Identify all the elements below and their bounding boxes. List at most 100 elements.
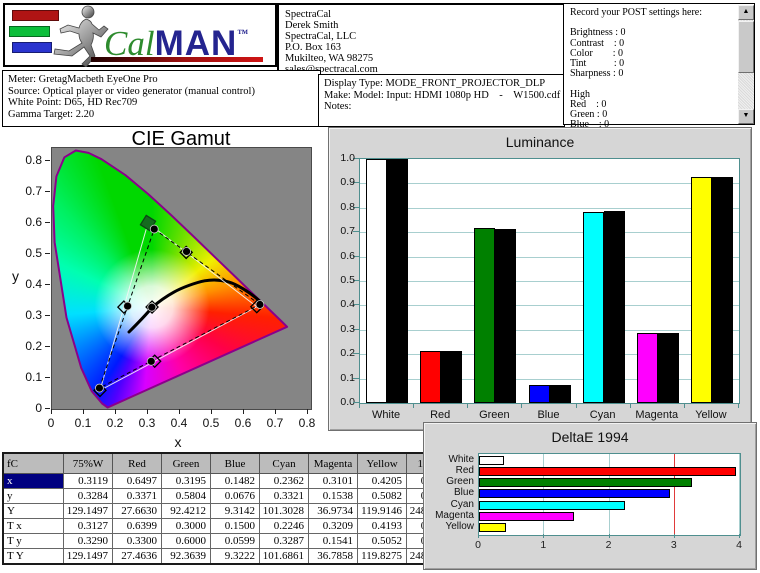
- cie-y-tick: [45, 191, 50, 192]
- x-tick: [359, 403, 360, 408]
- table-cell[interactable]: 0.1538: [308, 488, 358, 504]
- table-header-75-w[interactable]: 75%W: [63, 452, 113, 474]
- table-row: T Y 129.1497 27.4636 92.3639 9.3222 101.6861 3…: [2, 548, 457, 565]
- text-line: sales@spectracal.com: [285, 64, 378, 75]
- table-cell[interactable]: 119.9146: [357, 503, 407, 519]
- x-tick: [575, 403, 577, 408]
- scroll-up-button[interactable]: ▲: [738, 5, 754, 20]
- table-cell[interactable]: 0.3287: [259, 533, 309, 549]
- table-cell[interactable]: 0.3321: [259, 488, 309, 504]
- x-tick: [608, 534, 610, 538]
- table-cell[interactable]: 0.3300: [112, 533, 162, 549]
- table-cell[interactable]: 27.6630: [112, 503, 162, 519]
- post-settings-notes[interactable]: Record your POST settings here: Brightne…: [563, 3, 755, 130]
- table-cell[interactable]: 92.3639: [161, 548, 211, 565]
- table-cell[interactable]: 0.3290: [63, 533, 113, 549]
- table-header-blue[interactable]: Blue: [210, 452, 260, 474]
- deltae-bar-white: [479, 455, 504, 465]
- table-cell[interactable]: 0.2246: [259, 518, 309, 534]
- table-cell[interactable]: 0.0599: [210, 533, 260, 549]
- table-cell[interactable]: 0.3195: [161, 473, 211, 489]
- table-header-fc[interactable]: fC: [2, 452, 64, 474]
- scroll-down-button[interactable]: ▼: [738, 109, 754, 124]
- deltae-bar-yellow: [479, 523, 506, 533]
- table-cell[interactable]: 9.3142: [210, 503, 260, 519]
- row-label-x[interactable]: x: [2, 473, 64, 489]
- table-cell[interactable]: 0.3127: [63, 518, 113, 534]
- x-category-label: Blue: [537, 409, 560, 421]
- table-cell[interactable]: 36.9734: [308, 503, 358, 519]
- cie-point-blue: [95, 383, 104, 393]
- row-label-y[interactable]: y: [2, 488, 64, 504]
- x-tick: [543, 534, 545, 538]
- table-header-magenta[interactable]: Magenta: [308, 452, 358, 474]
- table-cell[interactable]: 129.1497: [63, 503, 113, 519]
- x-tick: [467, 403, 469, 408]
- table-cell[interactable]: 0.1500: [210, 518, 260, 534]
- brand-underline: [91, 57, 263, 62]
- x-tick-label: 1: [540, 539, 547, 551]
- brand-wordmark: CalMAN™: [104, 16, 248, 62]
- table-cell[interactable]: 0.4193: [357, 518, 407, 534]
- table-cell[interactable]: 9.3222: [210, 548, 260, 565]
- table-cell[interactable]: 0.3000: [161, 518, 211, 534]
- luminance-bar-blue-measured: [528, 385, 550, 403]
- table-cell[interactable]: 0.3284: [63, 488, 113, 504]
- luminance-bar-white-target: [387, 159, 409, 403]
- table-cell[interactable]: 101.3028: [259, 503, 309, 519]
- table-cell[interactable]: 0.5804: [161, 488, 211, 504]
- cie-x-tick-label: 0.1: [74, 416, 92, 430]
- cie-y-tick-label: 0.2: [25, 339, 42, 353]
- deltae-plot-area: [478, 453, 741, 536]
- luminance-bar-magenta-measured: [636, 333, 658, 403]
- table-cell[interactable]: 92.4212: [161, 503, 211, 519]
- row-label-t-x[interactable]: T x: [2, 518, 64, 534]
- table-cell[interactable]: 0.6000: [161, 533, 211, 549]
- table-cell[interactable]: 129.1497: [63, 548, 113, 565]
- text-line: Gamma Target: 2.20: [8, 108, 95, 120]
- row-label-t-y[interactable]: T Y: [2, 548, 64, 565]
- gridline: [360, 329, 739, 331]
- table-cell[interactable]: 0.5082: [357, 488, 407, 504]
- text-line: Record your POST settings here:: [570, 7, 703, 18]
- table-cell[interactable]: 0.1482: [210, 473, 260, 489]
- x-tick-label: 3: [670, 539, 677, 551]
- table-cell[interactable]: 0.0676: [210, 488, 260, 504]
- table-cell[interactable]: 0.1541: [308, 533, 358, 549]
- scrollbar-thumb[interactable]: [738, 21, 754, 73]
- cie-point-yellow: [182, 247, 191, 256]
- table-cell[interactable]: 0.3101: [308, 473, 358, 489]
- table-cell[interactable]: 0.5052: [357, 533, 407, 549]
- post-settings-scrollbar[interactable]: ▲ ▼: [738, 5, 754, 124]
- row-label-y[interactable]: Y: [2, 503, 64, 519]
- table-header-cyan[interactable]: Cyan: [259, 452, 309, 474]
- table-header-red[interactable]: Red: [112, 452, 162, 474]
- deltae-bar-magenta: [479, 511, 574, 521]
- cie-y-tick: [45, 253, 50, 254]
- table-cell[interactable]: 0.6399: [112, 518, 162, 534]
- y-tick: [353, 182, 359, 184]
- cie-x-tick: [211, 409, 212, 414]
- table-cell[interactable]: 36.7858: [308, 548, 358, 565]
- cie-y-tick: [45, 408, 50, 409]
- luminance-plot-area: [359, 158, 740, 404]
- table-cell[interactable]: 0.4205: [357, 473, 407, 489]
- cie-y-tick: [45, 160, 50, 161]
- table-cell[interactable]: 0.2362: [259, 473, 309, 489]
- text-line: High: [570, 88, 590, 100]
- table-cell[interactable]: 0.3371: [112, 488, 162, 504]
- table-header-yellow[interactable]: Yellow: [357, 452, 407, 474]
- table-cell[interactable]: 0.3119: [63, 473, 113, 489]
- table-cell[interactable]: 27.4636: [112, 548, 162, 565]
- table-cell[interactable]: 101.6861: [259, 548, 309, 565]
- table-cell[interactable]: 0.3209: [308, 518, 358, 534]
- table-cell[interactable]: 0.6497: [112, 473, 162, 489]
- y-tick-label: 0.6: [340, 249, 355, 262]
- row-label-t-y[interactable]: T y: [2, 533, 64, 549]
- luminance-bar-cyan-target: [603, 211, 625, 403]
- table-cell[interactable]: 119.8275: [357, 548, 407, 565]
- cie-point-magenta: [146, 356, 156, 366]
- table-header-green[interactable]: Green: [161, 452, 211, 474]
- luminance-bar-yellow-target: [711, 177, 733, 403]
